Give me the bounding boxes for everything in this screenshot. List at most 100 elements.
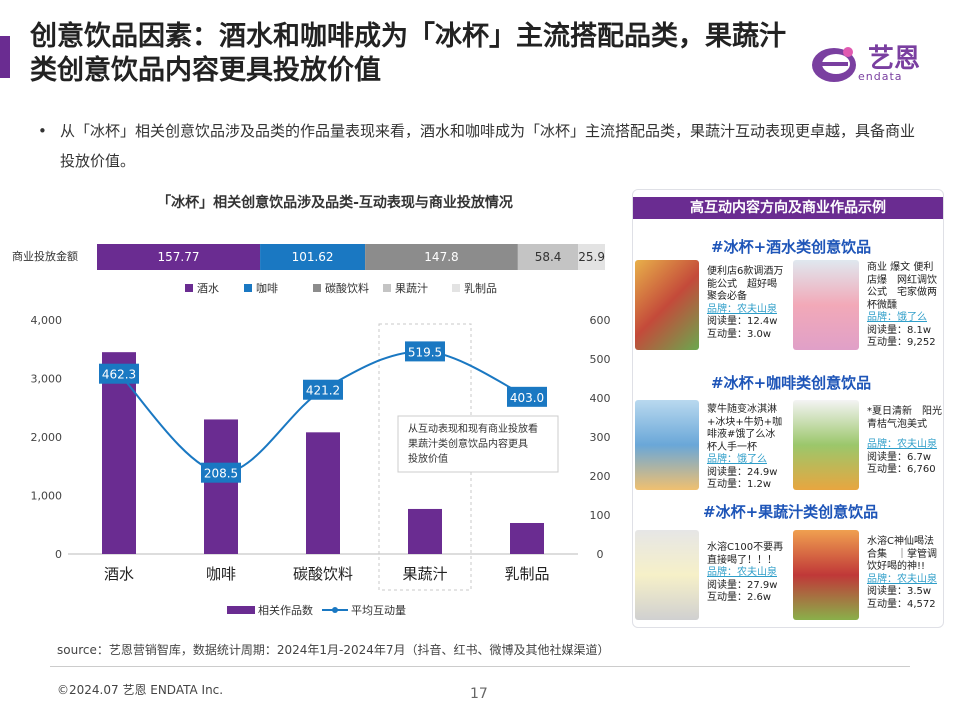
bullet-text: 从「冰杯」相关创意饮品涉及品类的作品量表现来看，酒水和咖啡成为「冰杯」主流搭配品… [60, 122, 916, 170]
bar [306, 432, 340, 554]
chart-area: 商业投放金额 157.77 101.62 147.8 58.4 25.9酒水 咖啡 碳酸饮料果… [12, 244, 611, 617]
drink-thumbnail-image [635, 260, 699, 350]
drink-thumbnail-image [635, 400, 699, 490]
card-text: *夏日清新 阳光青桔气泡美式 [867, 406, 942, 430]
x-tick-label: 乳制品 [504, 565, 549, 583]
read-count: 阅读量：12.4w [707, 316, 778, 327]
interaction-count: 互动量：2.6w [707, 592, 772, 603]
card-text: 蒙牛随变冰淇淋+冰块+牛奶+咖啡液#饿了么冰杯人手一杯 [707, 404, 783, 453]
x-tick-label: 果蔬汁 [402, 565, 447, 583]
legend-swatch [227, 606, 255, 614]
legend-swatch [383, 284, 391, 292]
y-right-tick-label: 600 [590, 314, 611, 327]
y-left-tick-label: 0 [55, 548, 62, 561]
legend-label: 相关作品数 [258, 603, 313, 617]
panel-title: 高互动内容方向及商业作品示例 [633, 197, 943, 219]
interaction-count: 互动量：3.0w [707, 328, 772, 340]
page-title: 创意饮品因素：酒水和咖啡成为「冰杯」主流搭配品类，果蔬汁类创意饮品内容更具投放价… [30, 21, 786, 86]
line-point [507, 386, 547, 407]
annotation-line: 果蔬汁类创意饮品内容更具 [408, 437, 528, 450]
annotation-line: 投放价值 [408, 452, 448, 465]
data-label: 421.2 [306, 384, 340, 398]
interaction-count: 互动量：4,572 [867, 598, 936, 610]
legend-label: 酒水 [197, 282, 219, 295]
interaction-count: 互动量：6,760 [867, 464, 936, 475]
x-tick-label: 碳酸饮料 [293, 565, 353, 583]
stacked-segment [578, 244, 605, 270]
y-right-tick-label: 0 [597, 548, 604, 561]
stacked-segment-label: 147.8 [424, 250, 458, 264]
y-left-tick-label: 4,000 [31, 314, 63, 327]
line-point [303, 379, 343, 400]
brand-link[interactable]: 品牌：农夫山泉 [707, 567, 777, 578]
endata-logo-icon [812, 47, 856, 82]
stacked-segment-label: 101.62 [292, 250, 334, 264]
legend-label: 咖啡 [256, 281, 278, 295]
chart-title: 「冰杯」相关创意饮品涉及品类-互动表现与商业投放情况 [157, 195, 513, 211]
stacked-segment-label: 58.4 [535, 250, 562, 264]
bullet-dot: • [38, 122, 47, 140]
legend-label: 平均互动量 [351, 604, 406, 617]
y-left-tick-label: 3,000 [31, 373, 63, 386]
logo-subtext: endata [858, 70, 903, 83]
bar [408, 508, 442, 554]
example-card[interactable]: 便利店6款调酒万能公式 超好喝 聚会必备 品牌：农夫山泉 阅读量：12.4w 互… [635, 260, 787, 352]
brand-link[interactable]: 品牌：农夫山泉 [867, 573, 937, 585]
x-tick-label: 咖啡 [206, 565, 236, 583]
example-card[interactable]: *夏日清新 阳光青桔气泡美式 品牌：农夫山泉 阅读量：6.7w 互动量：6,76… [793, 400, 943, 492]
legend-swatch [244, 284, 252, 292]
y-left-tick-label: 2,000 [31, 431, 63, 444]
x-tick-label: 酒水 [104, 565, 134, 583]
read-count: 阅读量：24.9w [707, 466, 778, 478]
section-title-coffee: #冰杯+咖啡类创意饮品 [711, 374, 872, 392]
interaction-count: 互动量：1.2w [707, 479, 772, 490]
bar [510, 522, 544, 554]
example-card[interactable]: 商业 爆文 便利店爆 网红调饮公式 宅家做两杯微醺 品牌：饿了么 阅读量：8.1… [793, 260, 943, 352]
y-left-tick-label: 1,000 [31, 490, 63, 503]
stacked-segment [260, 244, 366, 270]
drink-thumbnail-image [793, 530, 859, 620]
read-count: 阅读量：8.1w [867, 324, 932, 336]
brand-link[interactable]: 品牌：饿了么 [867, 312, 927, 323]
y-right-tick-label: 200 [590, 470, 611, 483]
legend-swatch [185, 284, 193, 292]
data-label: 208.5 [204, 467, 238, 481]
read-count: 阅读量：27.9w [707, 579, 778, 591]
stacked-segment-label: 157.77 [158, 250, 200, 264]
legend-label: 乳制品 [464, 282, 497, 295]
section-title-wine: #冰杯+酒水类创意饮品 [711, 238, 872, 256]
annotation-line: 从互动表现和现有商业投放看 [408, 422, 538, 435]
brand-link[interactable]: 品牌：农夫山泉 [707, 303, 777, 315]
line-point [99, 363, 139, 384]
read-count: 阅读量：6.7w [867, 451, 932, 463]
read-count: 阅读量：3.5w [867, 586, 932, 597]
card-text: 水溶C100不要再直接喝了！！！ [707, 542, 784, 566]
y-right-tick-label: 100 [590, 509, 611, 522]
source-note: source：艺恩营销智库，数据统计周期：2024年1月-2024年7月（抖音、… [57, 643, 610, 657]
drink-thumbnail-image [635, 530, 699, 620]
line-point [201, 462, 241, 483]
logo-text: 艺恩 [868, 44, 921, 74]
stacked-segment [97, 244, 261, 270]
card-text: 水溶C神仙喝法合集 ｜掌管调饮好喝的神!! [867, 536, 937, 572]
annotation-box [397, 415, 559, 473]
legend-swatch [313, 284, 321, 292]
footer-divider [50, 666, 910, 667]
copyright: ©2024.07 艺恩 ENDATA Inc. [57, 683, 224, 697]
title-accent-bar [0, 36, 10, 78]
example-card[interactable]: 水溶C100不要再直接喝了！！！ 品牌：农夫山泉 阅读量：27.9w 互动量：2… [635, 530, 785, 622]
legend-label: 碳酸饮料 [325, 281, 369, 295]
examples-panel: 高互动内容方向及商业作品示例 #冰杯+酒水类创意饮品 便利店6款调酒万能公式 超… [632, 189, 944, 628]
data-label: 519.5 [408, 345, 442, 359]
data-label: 403.0 [510, 391, 544, 405]
example-card[interactable]: 水溶C神仙喝法合集 ｜掌管调饮好喝的神!! 品牌：农夫山泉 阅读量：3.5w 互… [793, 530, 943, 622]
stacked-bar-label: 商业投放金额 [12, 249, 78, 263]
stacked-segment-label: 25.9 [578, 250, 605, 264]
card-text: 商业 爆文 便利店爆 网红调饮公式 宅家做两杯微醺 [867, 262, 937, 311]
example-card[interactable]: 蒙牛随变冰淇淋+冰块+牛奶+咖啡液#饿了么冰杯人手一杯 品牌：饿了么 阅读量：2… [635, 400, 785, 492]
brand-link[interactable]: 品牌：饿了么 [707, 454, 767, 465]
card-text: 便利店6款调酒万能公式 超好喝 聚会必备 [707, 266, 787, 302]
brand-link[interactable]: 品牌：农夫山泉 [867, 439, 937, 450]
y-right-tick-label: 300 [590, 431, 611, 444]
y-right-tick-label: 500 [590, 353, 611, 366]
